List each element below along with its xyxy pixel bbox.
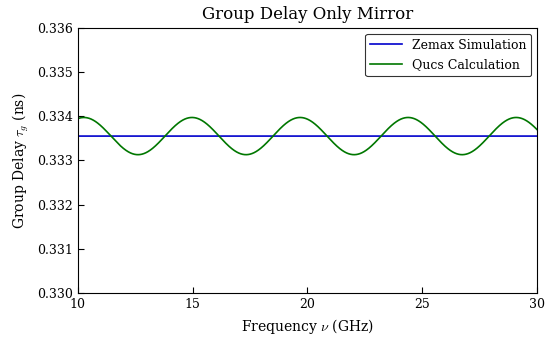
Zemax Simulation xyxy=(270,134,277,138)
Legend: Zemax Simulation, Qucs Calculation: Zemax Simulation, Qucs Calculation xyxy=(366,34,531,76)
Zemax Simulation xyxy=(534,134,541,138)
Title: Group Delay Only Mirror: Group Delay Only Mirror xyxy=(202,6,413,23)
Y-axis label: Group Delay $\tau_g$ (ns): Group Delay $\tau_g$ (ns) xyxy=(11,92,31,229)
Qucs Calculation xyxy=(154,142,161,146)
Zemax Simulation xyxy=(154,134,161,138)
Qucs Calculation xyxy=(127,151,134,155)
Qucs Calculation xyxy=(251,151,258,155)
Zemax Simulation xyxy=(525,134,532,138)
Qucs Calculation xyxy=(534,128,541,132)
Zemax Simulation xyxy=(127,134,134,138)
Qucs Calculation xyxy=(74,117,81,121)
Qucs Calculation xyxy=(476,144,483,148)
Qucs Calculation xyxy=(135,152,141,157)
Qucs Calculation xyxy=(271,133,278,137)
Zemax Simulation xyxy=(475,134,482,138)
Zemax Simulation xyxy=(74,134,81,138)
Line: Qucs Calculation: Qucs Calculation xyxy=(78,118,537,155)
Qucs Calculation xyxy=(405,116,412,120)
X-axis label: Frequency $\nu$ (GHz): Frequency $\nu$ (GHz) xyxy=(241,317,374,336)
Zemax Simulation xyxy=(250,134,257,138)
Qucs Calculation xyxy=(525,120,532,124)
